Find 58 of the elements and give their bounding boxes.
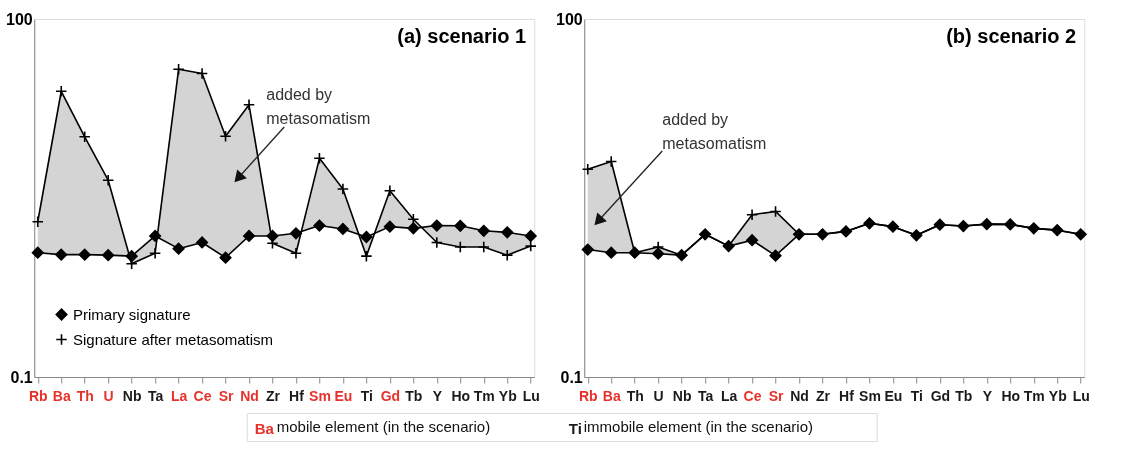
x-tick-label: Hf bbox=[839, 387, 855, 404]
x-tick-label: Tb bbox=[405, 387, 423, 404]
annotation: added by metasomatism bbox=[266, 86, 371, 127]
text: mobile element (in the scenario) bbox=[276, 418, 491, 435]
x-tick-label: Sr bbox=[218, 387, 234, 404]
y-tick-label: 0.1 bbox=[10, 368, 33, 386]
x-tick-label: Nb bbox=[122, 387, 142, 404]
x-tick-label: Th bbox=[76, 387, 94, 404]
x-tick-label: Ta bbox=[147, 387, 164, 404]
x-tick-label: Tm bbox=[473, 387, 495, 404]
x-tick-label: Gd bbox=[380, 387, 401, 404]
category-label: Ba bbox=[254, 420, 275, 437]
x-tick-label: Lu bbox=[1072, 387, 1090, 404]
x-tick-label: Nd bbox=[240, 387, 259, 404]
x-tick-label: Yb bbox=[498, 387, 517, 404]
x-tick-label: Rb bbox=[28, 387, 48, 404]
x-tick-label: Tm bbox=[1023, 387, 1045, 404]
x-tick-label: Hf bbox=[289, 387, 305, 404]
x-tick-label: Ti bbox=[360, 387, 373, 404]
x-tick-label: Yb bbox=[1048, 387, 1067, 404]
chart-title: (b) scenario 2 bbox=[946, 25, 1077, 47]
x-tick-label: Zr bbox=[816, 387, 831, 404]
x-tick-label: Ho bbox=[451, 387, 471, 404]
x-tick-label: Ba bbox=[602, 387, 621, 404]
x-tick-label: Tb bbox=[955, 387, 973, 404]
y-tick-label: 0.1 bbox=[560, 368, 583, 386]
x-tick-label: Y bbox=[982, 387, 993, 404]
x-tick-label: Ti bbox=[910, 387, 923, 404]
x-tick-label: Th bbox=[626, 387, 644, 404]
x-tick-label: Ba bbox=[52, 387, 71, 404]
x-tick-label: Lu bbox=[522, 387, 540, 404]
x-tick-label: U bbox=[103, 387, 114, 404]
text: immobile element (in the scenario) bbox=[583, 418, 814, 435]
x-tick-label: Zr bbox=[266, 387, 281, 404]
x-tick-label: Ta bbox=[697, 387, 714, 404]
x-tick-label: Nd bbox=[790, 387, 809, 404]
x-tick-label: Ce bbox=[193, 387, 212, 404]
x-tick-label: La bbox=[170, 387, 188, 404]
x-tick-label: Sm bbox=[859, 387, 881, 404]
chart-title: (a) scenario 1 bbox=[397, 25, 527, 47]
y-tick-label: 100 bbox=[556, 10, 583, 28]
x-tick-label: Sr bbox=[768, 387, 784, 404]
annotation: added by metasomatism bbox=[662, 111, 767, 152]
x-tick-label: U bbox=[653, 387, 664, 404]
category-label: Ti bbox=[568, 420, 582, 437]
x-tick-label: Ho bbox=[1001, 387, 1021, 404]
x-tick-label: Ce bbox=[743, 387, 762, 404]
y-tick-label: 100 bbox=[6, 10, 33, 28]
x-tick-label: Sm bbox=[309, 387, 331, 404]
x-tick-label: Y bbox=[432, 387, 443, 404]
legend-label: Primary signature bbox=[73, 305, 191, 323]
x-tick-label: Nb bbox=[672, 387, 692, 404]
legend-label: Signature after metasomatism bbox=[73, 330, 274, 348]
x-tick-label: Gd bbox=[930, 387, 951, 404]
x-tick-label: Eu bbox=[884, 387, 903, 404]
x-tick-label: La bbox=[720, 387, 738, 404]
x-tick-label: Rb bbox=[578, 387, 598, 404]
x-tick-label: Eu bbox=[334, 387, 353, 404]
